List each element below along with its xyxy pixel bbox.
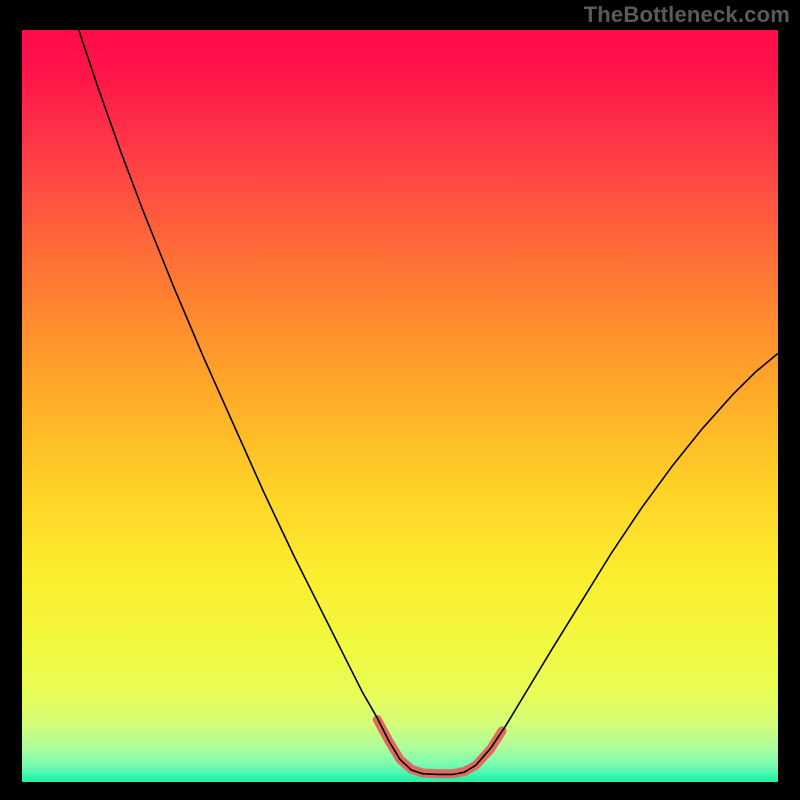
- gradient-background: [22, 30, 778, 782]
- plot-area: [22, 30, 778, 782]
- bottleneck-curve-chart: [22, 30, 778, 782]
- watermark-label: TheBottleneck.com: [584, 2, 790, 28]
- chart-frame: TheBottleneck.com: [0, 0, 800, 800]
